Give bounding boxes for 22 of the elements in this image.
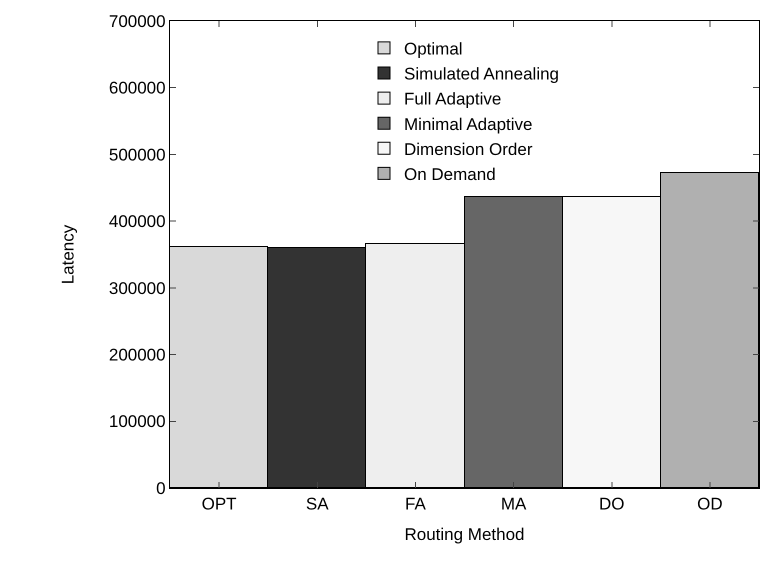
y-axis-title: Latency <box>58 224 78 284</box>
x-axis-title: Routing Method <box>404 524 525 544</box>
x-tick-label: DO <box>599 494 624 514</box>
x-tick-label: OD <box>697 494 723 514</box>
legend-label: Minimal Adaptive <box>404 114 533 134</box>
x-tick-label: OPT <box>202 494 237 514</box>
y-tick-label: 400000 <box>108 212 166 232</box>
legend-label: Optimal <box>404 40 463 59</box>
y-tick-label: 500000 <box>108 145 166 164</box>
y-tick-label: 700000 <box>108 12 166 31</box>
legend-label: Full Adaptive <box>404 90 502 109</box>
y-tick-label: 100000 <box>108 412 166 432</box>
legend-label: Simulated Annealing <box>404 64 560 84</box>
x-tick-label: SA <box>306 494 330 514</box>
y-tick-label: 300000 <box>108 278 166 298</box>
x-tick-label: MA <box>500 494 527 514</box>
legend-label: On Demand <box>404 165 496 184</box>
y-tick-label: 200000 <box>108 346 166 365</box>
x-tick-label: FA <box>405 494 426 514</box>
y-tick-label: 0 <box>156 478 166 498</box>
y-tick-label: 600000 <box>108 78 166 98</box>
legend-label: Dimension Order <box>404 140 533 159</box>
